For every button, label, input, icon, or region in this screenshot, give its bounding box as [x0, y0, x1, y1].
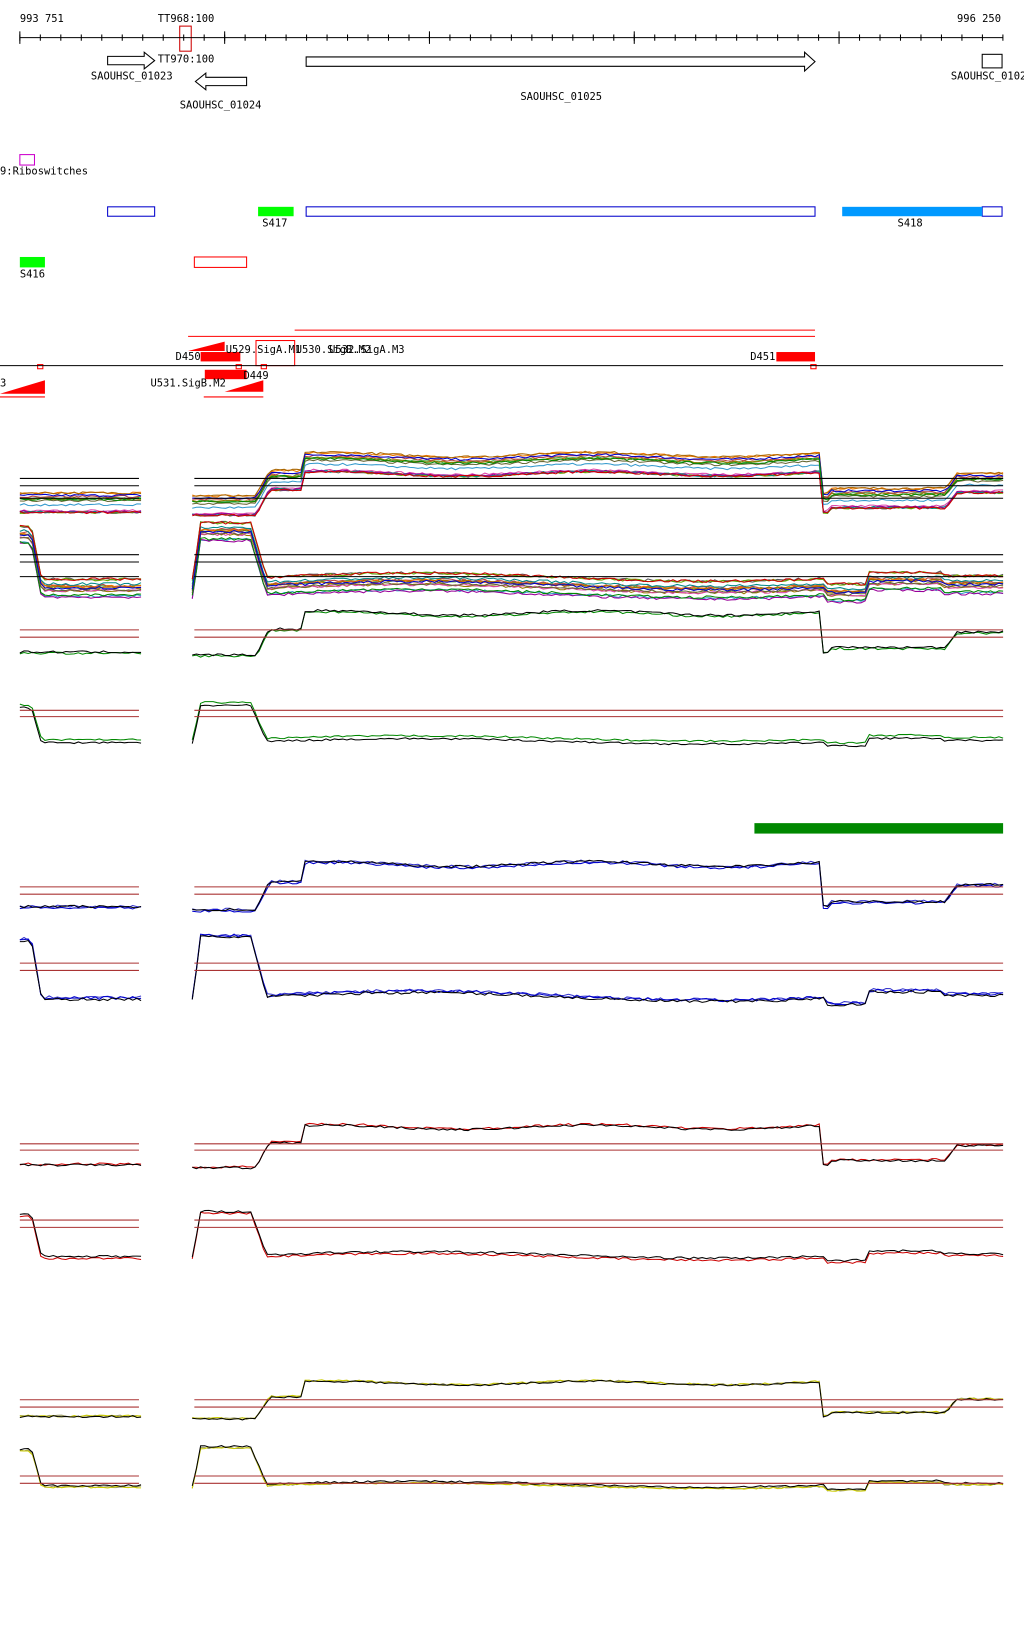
expression-line	[19, 650, 142, 654]
expression-line	[191, 531, 1004, 597]
promoter-tick	[37, 364, 44, 370]
gene-label: SAOUHSC_01023	[91, 70, 173, 82]
segment	[258, 206, 294, 217]
segment	[107, 206, 156, 217]
expression-line	[192, 1123, 1004, 1170]
terminator	[179, 25, 192, 52]
segment-label: S417	[262, 218, 287, 230]
axis-start: 993 751	[20, 13, 64, 25]
expression-line	[19, 493, 142, 497]
expression-line	[19, 936, 142, 1000]
segment-label: S416	[20, 269, 45, 281]
gene-label: SAOUHSC_01024	[180, 100, 262, 112]
gene-arrow	[107, 51, 156, 71]
promoter-tick	[260, 364, 267, 370]
promoter-label: U529.SigA.M1	[226, 344, 301, 356]
expression-line	[191, 701, 1004, 745]
promoter-label: 3	[0, 377, 6, 389]
expression-line	[191, 704, 1004, 748]
segment	[19, 256, 45, 268]
expression-line	[19, 938, 142, 1001]
expression-line	[192, 861, 1004, 913]
gene-arrow	[194, 72, 248, 91]
expression-line	[191, 935, 1004, 1007]
promoter	[204, 369, 247, 380]
expression-line	[191, 521, 1004, 586]
expression-line	[192, 470, 1004, 517]
condition-bar	[754, 823, 1004, 834]
expression-line	[19, 703, 142, 742]
promoter-label: U531.SigB.M2	[150, 377, 225, 389]
segment	[305, 206, 816, 217]
promoter-tick	[235, 364, 242, 370]
expression-line	[19, 904, 142, 909]
expression-line	[19, 706, 142, 745]
axis-end: 996 250	[957, 13, 1001, 25]
segment	[842, 206, 983, 217]
expression-line	[192, 859, 1004, 912]
expression-line	[192, 453, 1004, 500]
expression-line	[191, 537, 1004, 602]
expression-line	[191, 521, 1004, 586]
expression-line	[19, 503, 142, 507]
expression-line	[191, 1209, 1004, 1262]
expression-line	[191, 538, 1004, 604]
expression-line	[192, 450, 1004, 497]
promoter-label: D449	[243, 370, 268, 382]
expression-line	[19, 1215, 142, 1260]
promoter-label: U530.SigB.M2	[296, 344, 371, 356]
promoter-tick	[810, 364, 817, 370]
promoter-label: D451	[750, 351, 775, 363]
expression-line	[191, 1446, 1004, 1492]
expression-line	[191, 529, 1004, 594]
riboswitch-label: 9:Riboswitches	[0, 165, 88, 177]
expression-line	[192, 462, 1004, 509]
gene-label: SAOUHSC_01025	[520, 91, 602, 103]
segment-label: S418	[898, 218, 923, 230]
expression-line	[191, 1211, 1004, 1264]
expression-line	[19, 537, 142, 592]
expression-line	[19, 1163, 142, 1167]
segment	[981, 206, 1003, 217]
expression-line	[192, 1379, 1004, 1421]
promoter-label: U532.SigA.M3	[329, 344, 404, 356]
terminator-label: TT968:100	[158, 13, 215, 25]
segment	[193, 256, 248, 268]
expression-line	[19, 524, 142, 582]
expression-line	[19, 511, 142, 515]
expression-line	[192, 610, 1004, 658]
expression-line	[192, 457, 1004, 503]
expression-line	[19, 491, 142, 495]
expression-line	[19, 939, 142, 1002]
promoter	[776, 352, 816, 362]
expression-line	[19, 1447, 142, 1487]
expression-line	[191, 933, 1004, 1006]
promoter-label: D450	[176, 351, 201, 363]
terminator-label: TT970:100	[158, 54, 215, 66]
gene-arrow	[305, 51, 816, 73]
expression-line	[19, 1213, 142, 1259]
gene-box	[981, 53, 1003, 69]
expression-line	[192, 608, 1004, 657]
promoter-triangle	[0, 380, 45, 394]
expression-line	[19, 1449, 142, 1489]
expression-line	[19, 1450, 142, 1489]
expression-line	[192, 458, 1004, 505]
riboswitch	[19, 154, 36, 166]
expression-line	[19, 541, 142, 597]
expression-line	[192, 468, 1004, 516]
expression-line	[192, 470, 1004, 517]
expression-line	[191, 525, 1004, 591]
promoter-triangle	[188, 341, 225, 351]
expression-line	[19, 534, 142, 590]
promoter-triangle	[224, 380, 264, 392]
expression-line	[19, 494, 142, 499]
expression-line	[19, 1415, 142, 1419]
promoter	[200, 352, 241, 362]
gene-label: SAOUHSC_0102	[951, 70, 1024, 82]
